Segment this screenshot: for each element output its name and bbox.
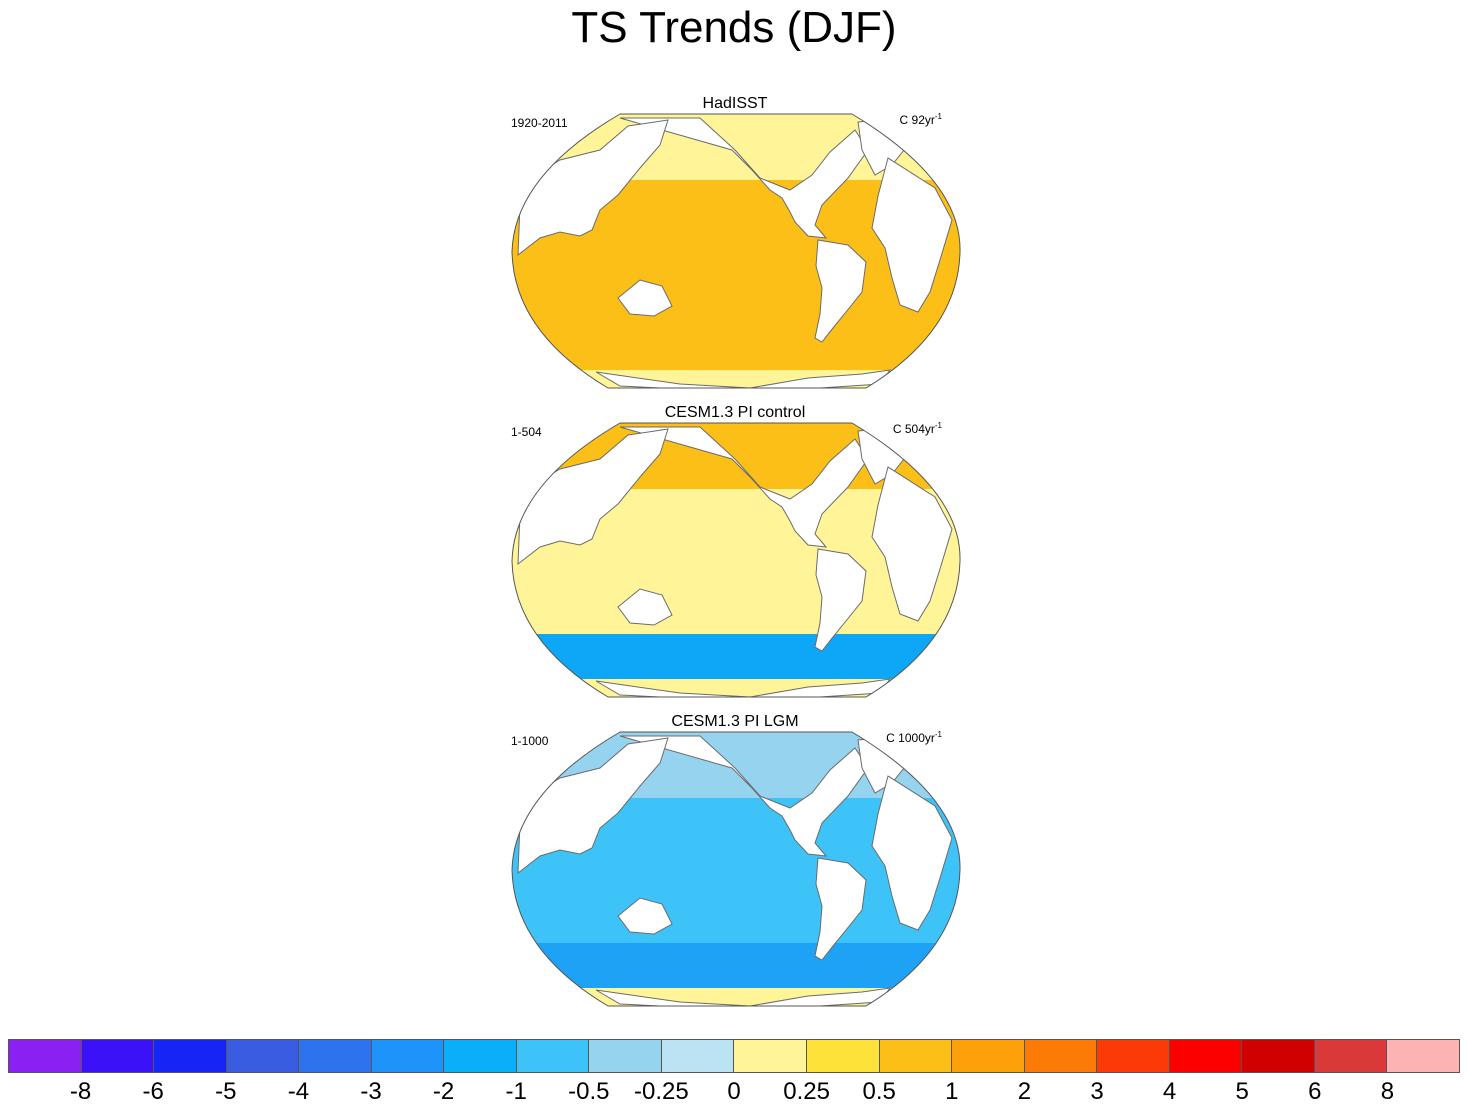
continent-africa-europe-east [871,775,953,931]
colorbar-box [444,1040,517,1072]
continent-antarctica [595,678,892,697]
panel-units: C 1000yr-1 [886,730,942,745]
colorbar-box [879,1040,953,1072]
south-band [512,634,961,679]
colorbar-box [299,1040,372,1072]
colorbar-label: 8 [1380,1078,1395,1105]
panel-period: 1-504 [511,425,542,439]
continent-south-america [814,548,867,652]
units-exponent: -1 [934,421,942,430]
polar-band [512,370,961,388]
colorbar-box [1387,1040,1459,1072]
continent-australia [617,588,673,626]
panel-period: 1-1000 [511,734,549,748]
colorbar-box [226,1040,300,1072]
colorbar-label: -8 [69,1078,92,1105]
units-exponent: -1 [934,730,942,739]
panel-period: 1920-2011 [511,116,568,130]
continent-south-america [814,239,867,343]
colorbar-box [81,1040,155,1072]
colorbar-box [9,1040,82,1072]
panel-title: HadISST [702,95,768,112]
continent-antarctica [595,987,892,1006]
colorbar-box [734,1040,808,1072]
map-boundary [511,113,961,389]
colorbar-label: 0 [727,1078,741,1105]
colorbar-box [661,1040,735,1072]
panel-title: CESM1.3 PI control [664,404,806,421]
ocean-field [512,732,961,1006]
colorbar-label: 2 [1017,1078,1032,1105]
continent-north-america [619,735,869,857]
colorbar-box [1169,1040,1243,1072]
polar-band [512,679,961,697]
south-band [512,943,961,988]
colorbar-labels: -8 -6 -5 -4 -3 -2 -1 -0.5 -0.25 0 0.25 0.5 1 2 3 4 5 6 8 [0,1078,1468,1108]
units-text: C 1000yr [886,731,935,745]
colorbar-box [1242,1040,1315,1072]
polar-band [512,988,961,1006]
map-svg [511,422,961,698]
colorbar-label: 0.5 [862,1078,896,1105]
colorbar-box [154,1040,227,1072]
map-boundary [511,731,961,1007]
colorbar-box [589,1040,662,1072]
panel-units: C 504yr-1 [893,421,942,436]
colorbar-box [371,1040,445,1072]
map-panel-hadisst: HadISST 1920-2011 C 92yr-1 [500,95,970,395]
continent-north-america [619,117,869,239]
colorbar-label: -4 [287,1078,310,1105]
colorbar-label: 4 [1162,1078,1177,1105]
colorbar-label: -3 [360,1078,382,1105]
units-exponent: -1 [934,112,942,121]
chart-title: TS Trends (DJF) [571,3,897,52]
colorbar-box [1314,1040,1388,1072]
colorbar-label: 3 [1090,1078,1104,1105]
continent-australia [617,279,673,317]
colorbar-box [952,1040,1025,1072]
colorbar-box [1024,1040,1098,1072]
ocean-field [512,423,961,697]
colorbar-label: 6 [1308,1078,1322,1105]
colorbar-label: -1 [505,1078,527,1105]
units-text: C 92yr [899,113,935,127]
map-panel-pi-lgm: CESM1.3 PI LGM 1-1000 C 1000yr-1 [500,713,970,1013]
colorbar-box [516,1040,590,1072]
continent-africa-europe-east [871,466,953,622]
colorbar-label: 0.25 [783,1078,830,1105]
units-text: C 504yr [892,422,935,436]
continent-africa-europe-east [871,157,953,313]
colorbar-label: 1 [945,1078,959,1105]
colorbar-label: -0.25 [634,1078,689,1105]
map-svg [511,731,961,1007]
panel-title: CESM1.3 PI LGM [671,713,799,730]
continent-north-america [619,426,869,548]
panel-units: C 92yr-1 [900,112,942,127]
ocean-field [512,114,961,388]
map-boundary [511,422,961,698]
colorbar-label: 5 [1235,1078,1249,1105]
south-band [512,325,961,370]
continent-south-america [814,857,867,961]
colorbar [8,1039,1460,1073]
colorbar-label: -5 [215,1078,237,1105]
colorbar-label: -0.5 [568,1078,610,1105]
map-svg [511,113,961,389]
map-panel-pi-control: CESM1.3 PI control 1-504 C 504yr-1 [500,404,970,704]
colorbar-box [807,1040,880,1072]
colorbar-label: -6 [142,1078,164,1105]
colorbar-label: -2 [432,1078,455,1105]
colorbar-box [1097,1040,1170,1072]
continent-australia [617,897,673,935]
continent-antarctica [595,369,892,388]
